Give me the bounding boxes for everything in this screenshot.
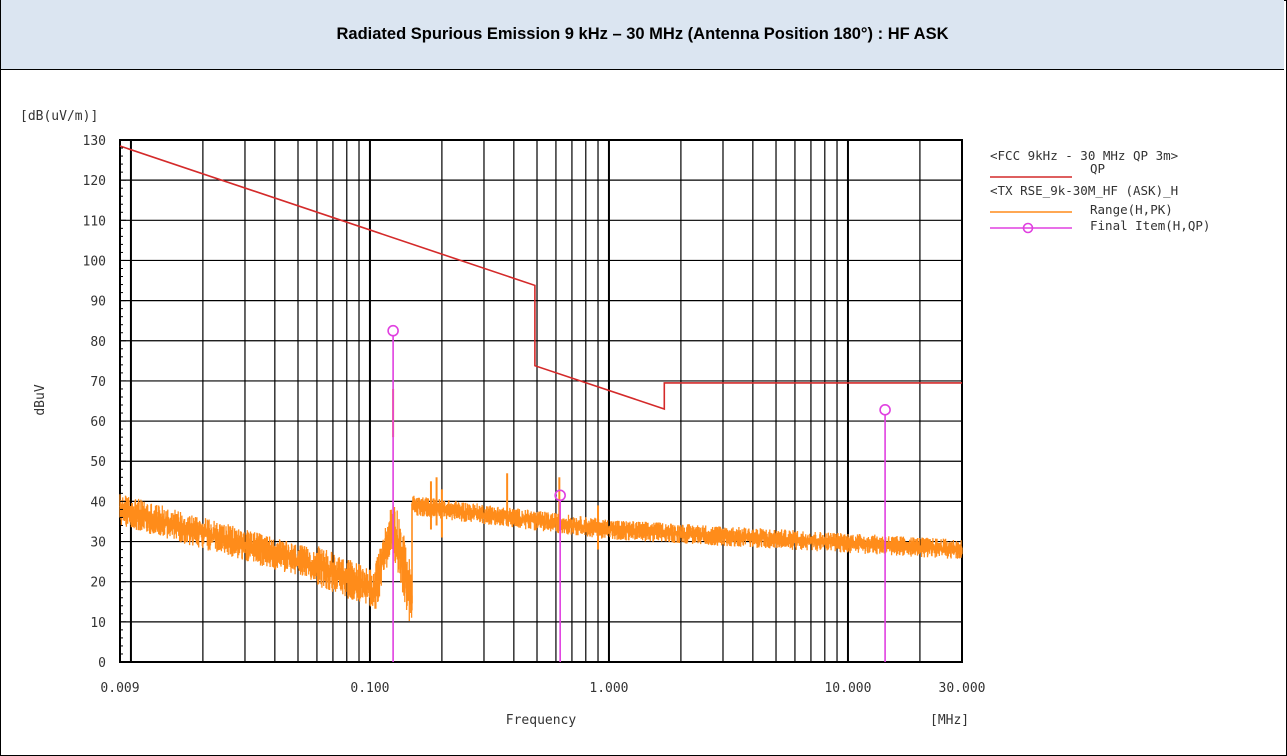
table-header: Radiated Spurious Emission 9 kHz – 30 MH… xyxy=(1,0,1284,70)
page-title: Radiated Spurious Emission 9 kHz – 30 MH… xyxy=(336,25,949,43)
y-tick-label: 0 xyxy=(98,656,106,671)
plot-area xyxy=(120,140,962,662)
y-tick-label: 80 xyxy=(90,335,106,350)
final-item-marker xyxy=(387,324,399,337)
y-tick-label: 20 xyxy=(90,576,106,591)
x-tick-label: 1.000 xyxy=(589,681,628,696)
y-tick-label: 30 xyxy=(90,536,106,551)
y-tick-label: 70 xyxy=(90,375,106,390)
chart-traces xyxy=(119,145,963,662)
x-tick-label: 30.000 xyxy=(939,681,986,696)
y-tick-label: 110 xyxy=(83,214,106,229)
chart-grid xyxy=(119,139,963,663)
y-tick-label: 130 xyxy=(83,134,106,149)
legend-label: Range(H,PK) xyxy=(1090,202,1173,217)
legend-header: <FCC 9kHz - 30 MHz QP 3m> xyxy=(990,148,1178,163)
legend-label: QP xyxy=(1090,161,1105,176)
legend-label: Final Item(H,QP) xyxy=(1090,218,1210,233)
y-tick-label: 90 xyxy=(90,295,106,310)
y-tick-label: 10 xyxy=(90,616,106,631)
qp-limit-line xyxy=(119,145,962,411)
y-tick-label: 50 xyxy=(90,455,106,470)
final-item-marker xyxy=(554,489,566,502)
x-axis-label: Frequency xyxy=(506,713,577,728)
x-unit-label: [MHz] xyxy=(930,713,969,728)
x-tick-label: 10.000 xyxy=(824,681,871,696)
y-unit-label: [dB(uV/m)] xyxy=(20,109,98,124)
legend-header: <TX RSE_9k-30M_HF (ASK)_H xyxy=(990,183,1178,198)
y-tick-label: 40 xyxy=(90,495,106,510)
chart-axes: 0 10 20 30 40 50 60 70 80 90 100 110 120 130 0.009 0.10… xyxy=(20,109,985,728)
plot-frame xyxy=(119,139,963,663)
x-tick-label: 0.009 xyxy=(100,681,139,696)
y-axis-label: dBuV xyxy=(33,384,48,415)
y-tick-label: 100 xyxy=(83,254,106,269)
pk-trace-line xyxy=(119,499,963,605)
chart-legend: <FCC 9kHz - 30 MHz QP 3m>QP <TX RSE_9k-30… xyxy=(990,148,1210,234)
y-tick-label: 120 xyxy=(83,174,106,189)
legend-marker xyxy=(1022,222,1034,234)
final-item-marker xyxy=(879,404,891,416)
y-tick-label: 60 xyxy=(90,415,106,430)
x-tick-label: 0.100 xyxy=(350,681,389,696)
